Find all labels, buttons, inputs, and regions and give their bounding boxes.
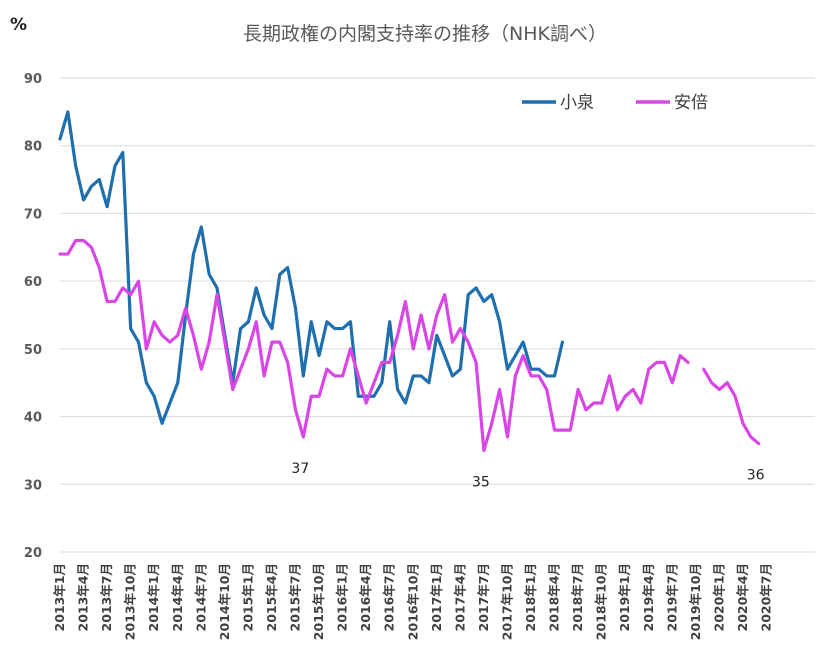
- x-tick-label: 2016年7月: [382, 563, 397, 632]
- y-tick-label-60: 60: [24, 275, 42, 290]
- annotation-label: 37: [291, 461, 309, 477]
- x-tick-label: 2013年1月: [52, 563, 67, 632]
- y-tick-label-70: 70: [24, 207, 42, 222]
- y-tick-label-40: 40: [24, 411, 42, 426]
- series-lines: [58, 110, 761, 453]
- legend: 小泉 安倍: [522, 93, 708, 113]
- x-tick-label: 2014年4月: [170, 563, 185, 632]
- y-tick-label-30: 30: [24, 478, 42, 493]
- x-tick-label: 2020年7月: [759, 563, 774, 632]
- annotation-label: 36: [747, 468, 765, 484]
- x-tick-label: 2018年4月: [547, 563, 562, 632]
- x-tick-label: 2019年1月: [617, 563, 632, 632]
- y-tick-label-80: 80: [24, 140, 42, 155]
- x-tick-label: 2015年1月: [240, 563, 255, 632]
- y-tick-label-90: 90: [24, 72, 42, 87]
- x-tick-label: 2015年7月: [288, 563, 303, 632]
- gridlines: [60, 77, 815, 553]
- x-tick-label: 2017年7月: [476, 563, 491, 632]
- x-tick-label: 2018年1月: [523, 563, 538, 632]
- x-tick-label: 2014年7月: [193, 563, 208, 632]
- x-tick-label: 2019年4月: [641, 563, 656, 632]
- x-tick-label: 2015年10月: [311, 563, 326, 640]
- legend-label-1: 小泉: [560, 93, 594, 113]
- x-tick-label: 2017年4月: [452, 563, 467, 632]
- y-tick-label-20: 20: [24, 546, 42, 561]
- x-tick-label: 2013年4月: [76, 563, 91, 632]
- x-tick-label: 2019年10月: [688, 563, 703, 640]
- legend-label-2: 安倍: [674, 93, 708, 113]
- y-axis-ticks: 20 30 40 50 60 70 80 90: [24, 72, 42, 561]
- x-tick-label: 2016年10月: [405, 563, 420, 640]
- annotation-label: 35: [472, 474, 490, 490]
- x-tick-label: 2018年7月: [570, 563, 585, 632]
- x-tick-label: 2013年10月: [123, 563, 138, 640]
- x-tick-label: 2020年1月: [711, 563, 726, 632]
- x-tick-label: 2013年7月: [99, 563, 114, 632]
- x-tick-label: 2017年10月: [499, 563, 514, 640]
- annotations: 37 35 36: [291, 461, 764, 491]
- x-tick-label: 2019年7月: [664, 563, 679, 632]
- x-tick-label: 2016年1月: [335, 563, 350, 632]
- chart-title: 長期政権の内閣支持率の推移（NHK調べ）: [243, 23, 607, 45]
- unit-label: %: [10, 15, 27, 35]
- x-tick-label: 2017年1月: [429, 563, 444, 632]
- y-tick-label-50: 50: [24, 343, 42, 358]
- x-tick-label: 2014年10月: [217, 563, 232, 640]
- series-line-1: [58, 110, 564, 425]
- x-axis-ticks: 2013年1月 2013年4月 2013年7月 2013年10月 2014年1月 2014…: [52, 563, 774, 640]
- x-tick-label: 2014年1月: [146, 563, 161, 632]
- x-tick-label: 2018年10月: [594, 563, 609, 640]
- x-tick-label: 2015年4月: [264, 563, 279, 632]
- series-line-2: [58, 238, 761, 453]
- x-tick-label: 2016年4月: [358, 563, 373, 632]
- x-tick-label: 2020年4月: [735, 563, 750, 632]
